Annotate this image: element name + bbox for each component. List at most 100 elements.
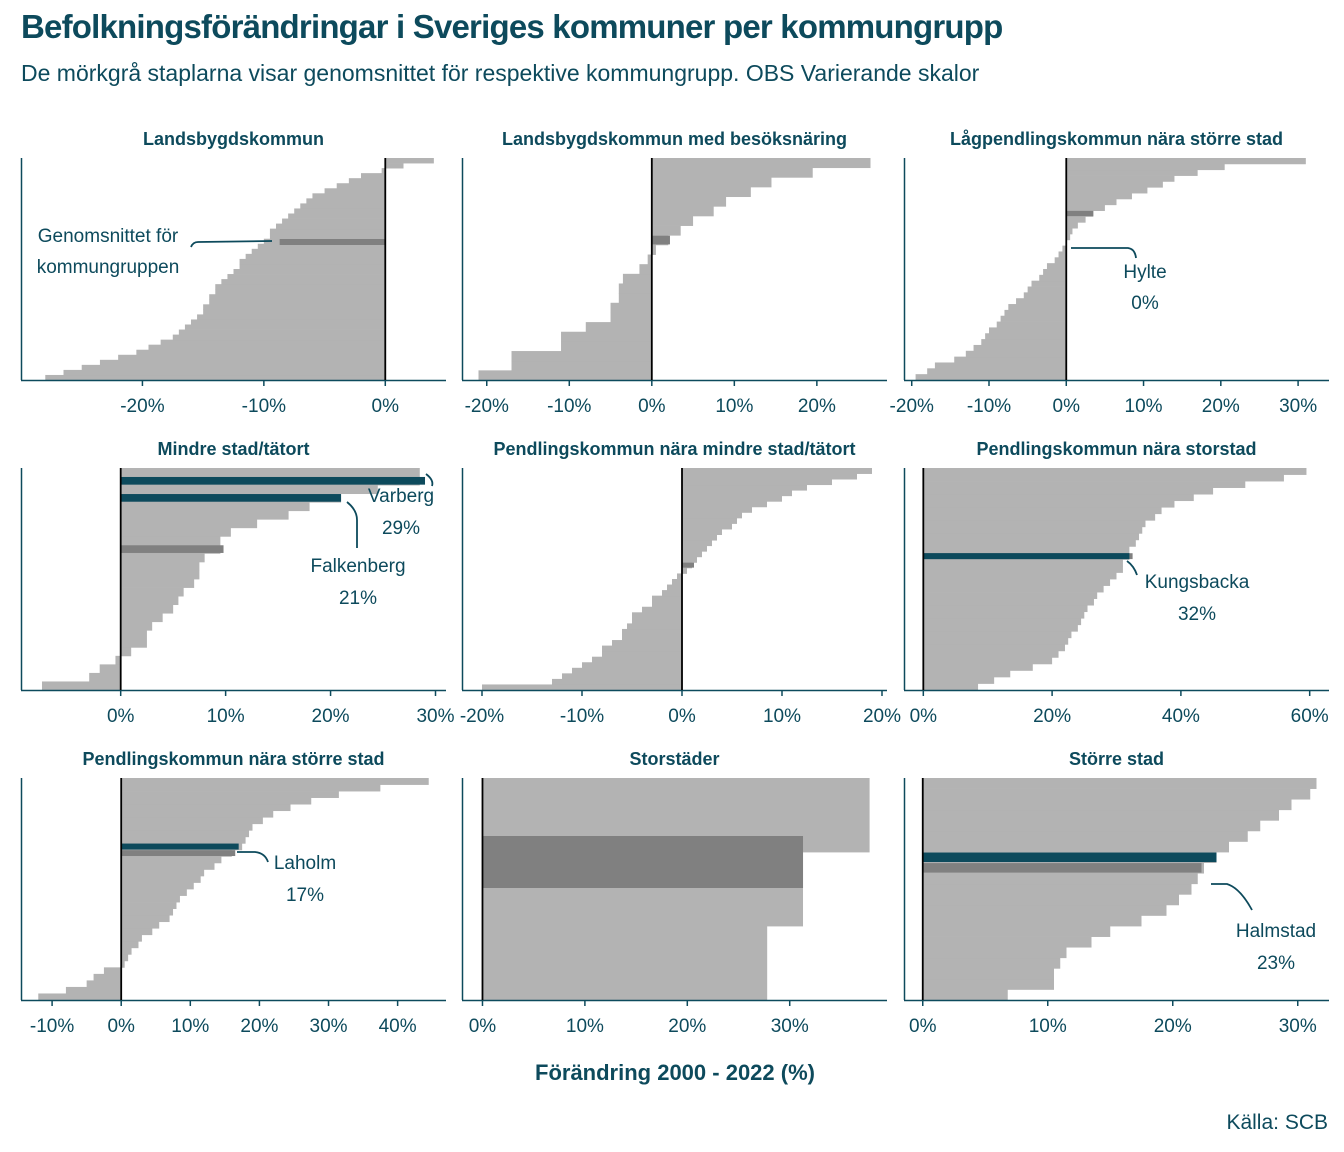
bar bbox=[269, 233, 386, 240]
bar bbox=[682, 556, 697, 563]
bar bbox=[1066, 228, 1073, 235]
bar bbox=[121, 941, 139, 949]
bar bbox=[385, 158, 434, 164]
bar bbox=[618, 283, 652, 294]
bar bbox=[923, 546, 1130, 554]
bar bbox=[120, 638, 147, 648]
small-multiples-chart: Landsbygdskommun -20% -10% 0% Genomsnittet f… bbox=[20, 129, 1329, 1037]
annotation-value: kommungruppen bbox=[37, 257, 180, 278]
bar bbox=[618, 293, 652, 304]
x-tick-label: 20% bbox=[312, 706, 350, 727]
bar bbox=[622, 628, 682, 635]
x-tick-label: 10% bbox=[1125, 396, 1163, 417]
x-tick-label: 10% bbox=[566, 1016, 604, 1037]
bar bbox=[63, 369, 386, 376]
bar bbox=[257, 243, 386, 250]
annotation-leader bbox=[425, 473, 434, 487]
bar bbox=[121, 960, 125, 968]
bar bbox=[922, 778, 1317, 789]
annotation-leader bbox=[1211, 883, 1253, 911]
bar bbox=[89, 672, 121, 682]
annotation-value: 17% bbox=[286, 885, 324, 906]
x-tick-label: -20% bbox=[890, 396, 934, 417]
bar bbox=[923, 650, 1059, 658]
bar bbox=[651, 244, 656, 255]
x-tick-label: 30% bbox=[416, 706, 454, 727]
bar bbox=[324, 188, 386, 194]
annotation-leader bbox=[190, 240, 273, 248]
average-bar bbox=[651, 235, 670, 245]
x-tick-label: 20% bbox=[798, 396, 836, 417]
bar bbox=[682, 523, 732, 530]
bar bbox=[121, 895, 180, 903]
bar bbox=[923, 605, 1088, 613]
bar bbox=[651, 215, 694, 226]
bar bbox=[478, 370, 652, 381]
bar bbox=[602, 645, 682, 652]
bar bbox=[610, 312, 652, 323]
annotation-label: Halmstad bbox=[1236, 921, 1316, 942]
bar bbox=[121, 869, 205, 877]
bar bbox=[120, 561, 200, 571]
bar bbox=[923, 618, 1082, 626]
panel-title: Landsbygdskommun med besöksnäring bbox=[502, 129, 847, 149]
bar bbox=[652, 601, 682, 608]
bar bbox=[120, 527, 231, 537]
bar bbox=[1062, 245, 1067, 252]
bar bbox=[203, 309, 386, 315]
bar bbox=[121, 791, 339, 798]
bar bbox=[184, 324, 386, 330]
panel-title: Storstäder bbox=[629, 749, 719, 769]
panel-title: Landsbygdskommun bbox=[143, 129, 324, 149]
highlight-bar bbox=[120, 476, 426, 485]
bar bbox=[148, 344, 386, 351]
bar bbox=[120, 613, 163, 623]
bar bbox=[923, 500, 1175, 508]
bar bbox=[682, 490, 792, 497]
bar bbox=[120, 579, 195, 588]
x-tick-label: 20% bbox=[1033, 706, 1071, 727]
bar bbox=[923, 624, 1078, 632]
bar bbox=[121, 784, 381, 792]
bar bbox=[227, 274, 386, 280]
x-tick-label: 0% bbox=[638, 396, 666, 417]
annotation-value: 21% bbox=[339, 588, 377, 609]
bar bbox=[482, 684, 682, 691]
bar bbox=[121, 947, 132, 955]
bar bbox=[209, 299, 386, 305]
x-tick-label: 0% bbox=[1053, 396, 1081, 417]
average-bar bbox=[1066, 210, 1094, 217]
bar bbox=[121, 882, 194, 890]
bar bbox=[973, 344, 1067, 352]
x-tick-label: 10% bbox=[171, 1016, 209, 1037]
bar bbox=[120, 630, 147, 640]
bar bbox=[561, 341, 652, 352]
chart-title: Befolkningsförändringar i Sveriges kommu… bbox=[21, 8, 1003, 45]
bar bbox=[1066, 163, 1225, 171]
bar bbox=[610, 302, 652, 313]
bar bbox=[1066, 169, 1198, 176]
source-note: Källa: SCB bbox=[1226, 1111, 1328, 1134]
bar bbox=[923, 579, 1111, 586]
bar bbox=[612, 640, 682, 646]
bar bbox=[239, 263, 386, 270]
x-tick-label: -20% bbox=[460, 706, 504, 727]
bar bbox=[981, 339, 1067, 346]
bar bbox=[667, 584, 682, 591]
bar bbox=[954, 356, 1067, 363]
x-tick-label: 30% bbox=[310, 1016, 348, 1037]
bar bbox=[923, 598, 1094, 606]
bar bbox=[632, 617, 682, 624]
bar bbox=[121, 836, 246, 844]
x-tick-label: 10% bbox=[1029, 1016, 1067, 1037]
bar bbox=[120, 536, 221, 546]
annotation-leader bbox=[1071, 247, 1137, 259]
x-tick-label: 30% bbox=[1279, 1016, 1317, 1037]
bar bbox=[651, 158, 871, 169]
bar bbox=[562, 673, 682, 680]
bar bbox=[922, 915, 1142, 927]
bar bbox=[923, 683, 979, 691]
x-tick-label: 0% bbox=[469, 1016, 497, 1037]
bar bbox=[1066, 204, 1105, 211]
bar bbox=[245, 253, 386, 260]
